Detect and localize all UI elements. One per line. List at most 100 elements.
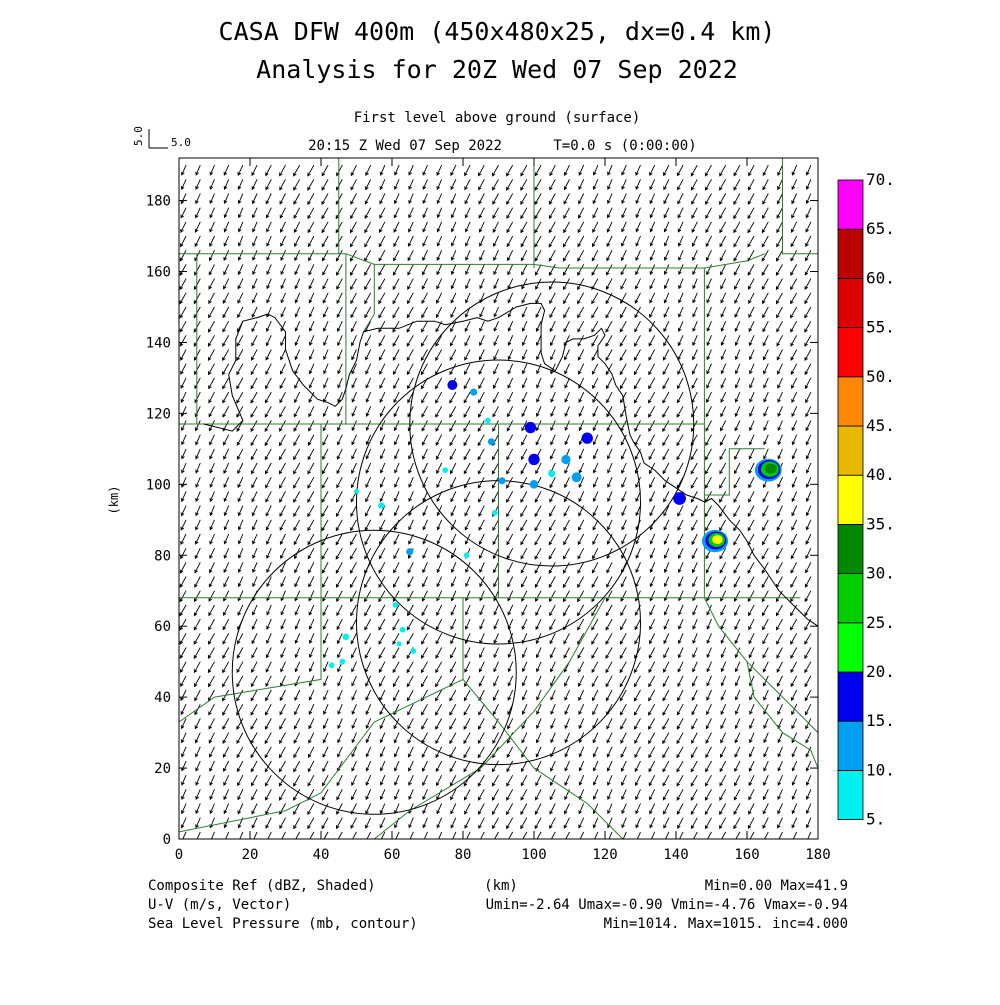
- reflectivity-echo: [492, 509, 498, 516]
- county-boundary: [463, 597, 818, 733]
- reflectivity-echo: [571, 472, 582, 483]
- x-tick-label: 0: [175, 847, 183, 863]
- color-bar-segment: [837, 720, 864, 771]
- storm-cell-layer: [764, 463, 777, 474]
- color-bar-segment: [837, 277, 864, 328]
- reflectivity-echo: [342, 633, 350, 641]
- reflectivity-echo: [399, 626, 406, 633]
- color-bar-segment: [837, 573, 864, 624]
- x-tick-label: 40: [313, 847, 330, 863]
- y-tick-label: 120: [146, 406, 171, 422]
- plot-frame: [178, 157, 819, 840]
- footer-field3-name: Sea Level Pressure (mb, contour): [148, 916, 418, 932]
- reflectivity-echo: [339, 658, 346, 665]
- color-bar-segment: [837, 524, 864, 575]
- reflectivity-echo: [485, 417, 491, 424]
- y-tick-label: 140: [146, 335, 171, 351]
- reflectivity-echo: [581, 432, 593, 444]
- reflectivity-echo: [561, 454, 571, 465]
- color-bar-segment: [837, 425, 864, 476]
- footer-field3-stats: Min=1014. Max=1015. inc=4.000: [604, 916, 848, 932]
- color-bar-segment: [837, 327, 864, 378]
- color-bar-segment: [837, 376, 864, 427]
- x-tick-label: 60: [384, 847, 401, 863]
- level-label: First level above ground (surface): [354, 110, 641, 126]
- color-bar-label: 20.: [866, 662, 895, 681]
- color-bar-label: 25.: [866, 613, 895, 632]
- reflectivity-echo: [498, 477, 506, 485]
- county-boundary: [373, 597, 606, 839]
- footer-field1-stats: Min=0.00 Max=41.9: [705, 878, 848, 894]
- time-offset-label: T=0.0 s (0:00:00): [553, 138, 696, 154]
- x-tick-label: 100: [521, 847, 546, 863]
- title-line-2: Analysis for 20Z Wed 07 Sep 2022: [256, 55, 738, 84]
- reflectivity-echo: [548, 470, 556, 478]
- color-bar-label: 35.: [866, 514, 895, 533]
- county-boundary: [374, 263, 705, 424]
- reflectivity-echo: [442, 467, 449, 473]
- color-bar-segment: [837, 671, 864, 722]
- time-label: 20:15 Z Wed 07 Sep 2022: [308, 138, 502, 154]
- y-axis: 0 20 40 60 80 100 120 140 160 180: [146, 194, 818, 848]
- y-tick-label: 100: [146, 477, 171, 493]
- y-tick-label: 40: [154, 690, 171, 706]
- reflectivity-echo: [392, 602, 399, 608]
- color-bar-segment: [837, 179, 864, 230]
- county-boundary: [462, 679, 624, 839]
- reflectivity-echo: [470, 388, 478, 396]
- storm-cell-layer: [712, 535, 723, 545]
- x-tick-label: 180: [805, 847, 830, 863]
- radar-range-ring: [356, 480, 641, 766]
- color-bar-label: 60.: [866, 268, 895, 287]
- y-tick-label: 160: [146, 265, 171, 281]
- color-bar: 5. 10. 15. 20. 25. 30. 35. 40. 45. 50. 55. 60. 65. 70…: [837, 170, 895, 829]
- footer-field2-stats: Umin=-2.64 Umax=-0.90 Vmin=-4.76 Vmax=-0…: [486, 897, 848, 913]
- county-boundary: [196, 253, 347, 425]
- reflectivity-echo: [673, 492, 686, 505]
- color-bar-segment: [837, 474, 864, 525]
- reflectivity-echo: [524, 421, 537, 434]
- x-axis: 0 20 40 60 80 100 120 140 160 180: [175, 158, 831, 863]
- x-tick-label: 80: [455, 847, 472, 863]
- reflectivity-echo: [378, 502, 385, 509]
- county-boundaries: [179, 158, 818, 839]
- color-bar-label: 40.: [866, 465, 895, 484]
- county-boundary: [704, 253, 765, 269]
- color-bar-label: 10.: [866, 760, 895, 779]
- reflectivity-echo: [529, 480, 539, 489]
- county-boundary: [746, 661, 818, 769]
- color-bar-label: 65.: [866, 219, 895, 238]
- footer-x-unit: (km): [484, 878, 518, 894]
- county-boundary: [179, 424, 322, 599]
- y-tick-label: 80: [154, 548, 171, 564]
- reflectivity-echo: [463, 552, 470, 559]
- footer-field2-name: U-V (m/s, Vector): [148, 897, 291, 913]
- reflectivity-echo: [528, 453, 540, 466]
- color-bar-label: 50.: [866, 367, 895, 386]
- radar-range-rings: [231, 281, 695, 815]
- reflectivity-echo: [487, 438, 495, 446]
- color-bar-segment: [837, 228, 864, 279]
- y-tick-label: 0: [163, 832, 171, 848]
- y-axis-label: (km): [107, 486, 121, 515]
- reflectivity-echo: [328, 662, 335, 669]
- color-bar-label: 15.: [866, 711, 895, 730]
- x-tick-label: 20: [242, 847, 259, 863]
- county-boundary: [179, 597, 322, 723]
- reflectivity-echo: [406, 548, 414, 556]
- color-bar-label: 70.: [866, 170, 895, 189]
- color-bar-label: 5.: [866, 810, 885, 829]
- county-boundary: [782, 158, 818, 255]
- title-line-1: CASA DFW 400m (450x480x25, dx=0.4 km): [219, 17, 776, 46]
- x-tick-label: 140: [663, 847, 688, 863]
- reflectivity-echo: [410, 648, 417, 654]
- color-bar-label: 30.: [866, 564, 895, 583]
- x-tick-label: 160: [734, 847, 759, 863]
- color-bar-label: 55.: [866, 318, 895, 337]
- footer-field1-name: Composite Ref (dBZ, Shaded): [148, 878, 376, 894]
- vector-scale-horizontal-label: 5.0: [171, 136, 191, 149]
- pressure-contour: [203, 302, 818, 627]
- color-bar-label: 45.: [866, 416, 895, 435]
